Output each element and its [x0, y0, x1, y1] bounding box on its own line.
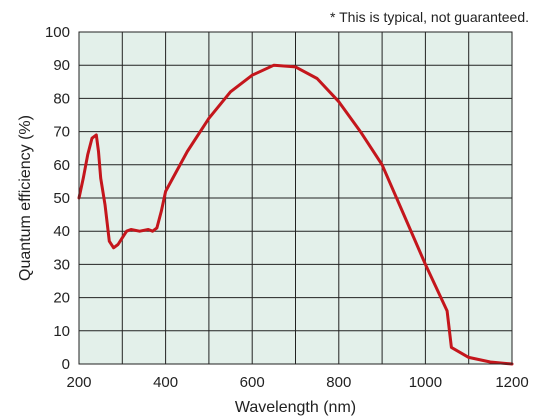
- x-tick-label: 800: [326, 374, 351, 391]
- y-tick-label: 10: [53, 323, 70, 340]
- y-tick-label: 50: [53, 190, 70, 207]
- x-tick-labels: 200 400 600 800 1000 1200: [66, 374, 528, 391]
- disclaimer-note: * This is typical, not guaranteed.: [330, 9, 529, 25]
- plot-frame: [78, 31, 513, 365]
- x-tick-label: 1000: [409, 374, 442, 391]
- quantum-efficiency-line: [77, 63, 514, 366]
- y-tick-label: 40: [53, 223, 70, 240]
- x-axis-title: Wavelength (nm): [235, 399, 356, 416]
- y-tick-label: 30: [53, 256, 70, 273]
- y-tick-label: 80: [53, 90, 70, 107]
- y-tick-label: 70: [53, 124, 70, 141]
- y-tick-label: 60: [53, 157, 70, 174]
- x-tick-label: 200: [66, 374, 91, 391]
- y-tick-label: 100: [45, 24, 70, 41]
- y-tick-labels: 0 10 20 30 40 50 60 70 80 90 100: [45, 24, 70, 373]
- x-tick-label: 1200: [495, 374, 528, 391]
- x-tick-label: 600: [240, 374, 265, 391]
- y-axis-title: Quantum efficiency (%): [17, 115, 34, 281]
- x-tick-label: 400: [153, 374, 178, 391]
- y-tick-label: 0: [62, 356, 70, 373]
- y-tick-label: 20: [53, 290, 70, 307]
- y-tick-label: 90: [53, 57, 70, 74]
